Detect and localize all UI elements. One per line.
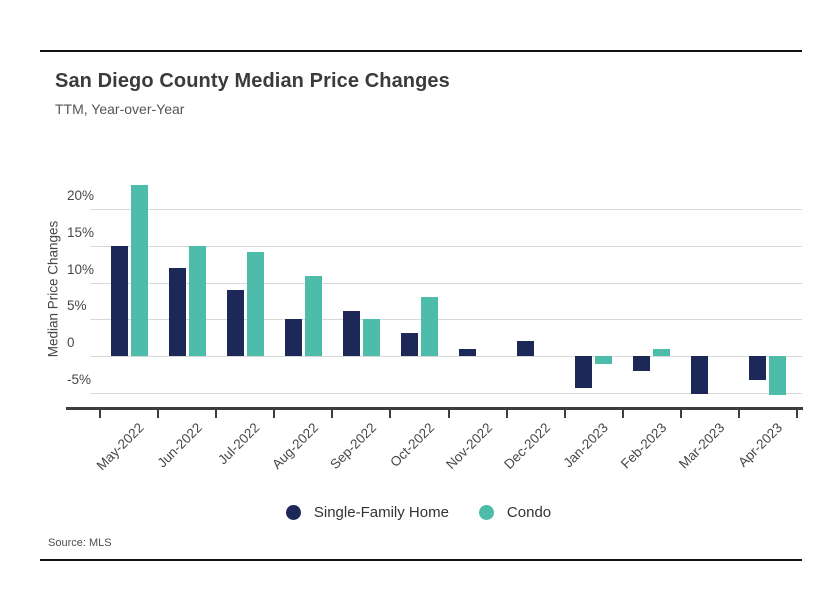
x-axis-tick <box>505 407 508 418</box>
bar-single-family-home-Sep-2022 <box>342 311 360 356</box>
y-tick-label: 0 <box>67 335 75 350</box>
x-axis-tick <box>389 407 392 418</box>
x-tick-label-Nov-2022: Nov-2022 <box>443 420 496 473</box>
legend: Single-Family Home Condo <box>0 504 837 521</box>
bar-condo-Jul-2022 <box>246 251 264 356</box>
bar-condo-Sep-2022 <box>362 319 380 356</box>
chart-title: San Diego County Median Price Changes <box>55 70 450 92</box>
gridline-20% <box>90 209 802 211</box>
legend-item-single-family-home: Single-Family Home <box>285 504 449 521</box>
y-tick-label: -5% <box>67 371 92 387</box>
x-axis-tick <box>621 407 624 418</box>
chart-subtitle: TTM, Year-over-Year <box>55 101 185 117</box>
bar-single-family-home-Oct-2022 <box>400 333 418 356</box>
gridline-5% <box>90 319 802 321</box>
bar-condo-Apr-2023 <box>769 356 787 395</box>
x-axis-tick <box>447 407 450 418</box>
y-tick-label: 20% <box>67 188 95 204</box>
bar-condo-Jan-2023 <box>595 356 613 365</box>
source-note: Source: MLS <box>48 537 112 549</box>
x-axis-tick <box>331 407 334 418</box>
condo-swatch-icon <box>478 505 494 520</box>
x-tick-label-Apr-2023: Apr-2023 <box>735 420 786 470</box>
y-tick-label: 15% <box>67 224 95 240</box>
bar-condo-Oct-2022 <box>420 296 438 356</box>
x-tick-label-Aug-2022: Aug-2022 <box>268 420 321 473</box>
legend-label: Single-Family Home <box>313 504 449 521</box>
x-tick-label-Sep-2022: Sep-2022 <box>326 420 380 473</box>
gridline-15% <box>90 245 802 247</box>
bar-single-family-home-Nov-2022 <box>459 348 476 356</box>
bar-condo-Jun-2022 <box>188 245 206 356</box>
y-tick-label: 10% <box>67 261 95 277</box>
bar-single-family-home-Mar-2023 <box>691 356 709 395</box>
x-axis-tick <box>215 407 218 418</box>
x-axis-tick <box>737 407 740 418</box>
x-axis-tick <box>99 407 101 418</box>
x-axis-tick <box>563 407 566 418</box>
x-tick-label-May-2022: May-2022 <box>93 420 147 474</box>
single-family-home-swatch-icon <box>285 505 301 520</box>
legend-label: Condo <box>506 504 552 521</box>
bar-condo-Aug-2022 <box>304 276 322 356</box>
x-axis-tick <box>679 407 682 418</box>
x-tick-label-Jul-2022: Jul-2022 <box>215 420 263 468</box>
x-axis-tick <box>796 407 798 418</box>
bar-single-family-home-Jul-2022 <box>226 289 244 356</box>
gridline--5% <box>90 392 802 394</box>
bar-single-family-home-Dec-2022 <box>517 341 535 356</box>
gridline-0 <box>90 356 802 357</box>
bar-single-family-home-Aug-2022 <box>284 319 302 356</box>
x-tick-label-Jun-2022: Jun-2022 <box>154 420 205 471</box>
x-tick-label-Jan-2023: Jan-2023 <box>560 420 612 471</box>
y-tick-label: 5% <box>67 298 87 314</box>
gridline-10% <box>90 282 802 284</box>
bottom-border-rule <box>40 559 802 561</box>
legend-item-condo: Condo <box>478 504 552 521</box>
bar-condo-May-2022 <box>130 185 148 356</box>
x-axis-tick <box>273 407 276 418</box>
x-axis-line <box>66 407 803 410</box>
bar-condo-Feb-2023 <box>653 349 671 356</box>
x-axis-tick <box>157 407 160 418</box>
bar-single-family-home-May-2022 <box>110 245 128 356</box>
bar-single-family-home-Jan-2023 <box>575 356 593 388</box>
bar-single-family-home-Feb-2023 <box>633 356 651 372</box>
bar-single-family-home-Jun-2022 <box>168 267 186 356</box>
x-tick-label-Mar-2023: Mar-2023 <box>675 420 728 472</box>
x-tick-label-Oct-2022: Oct-2022 <box>387 420 438 470</box>
x-tick-label-Feb-2023: Feb-2023 <box>617 420 670 472</box>
top-border-rule <box>40 50 802 52</box>
bar-single-family-home-Apr-2023 <box>749 356 767 380</box>
x-tick-label-Dec-2022: Dec-2022 <box>501 420 554 473</box>
y-axis-title: Median Price Changes <box>45 220 61 358</box>
